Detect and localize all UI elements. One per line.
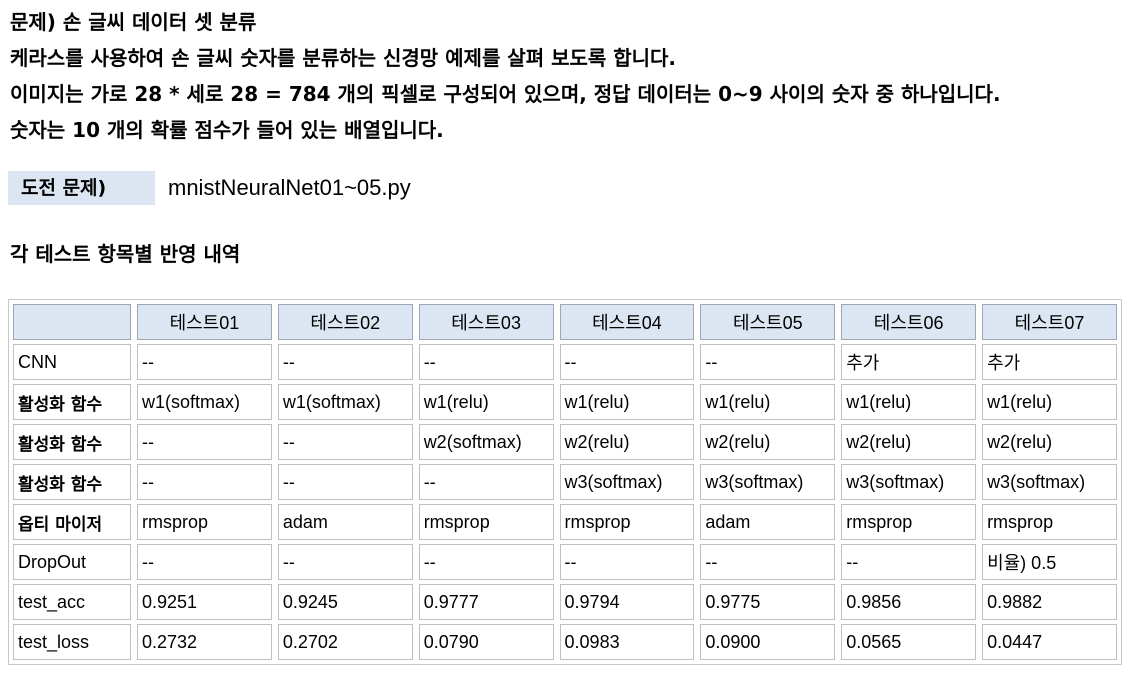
- table-cell: rmsprop: [418, 504, 554, 540]
- table-cell: 0.9251: [137, 584, 272, 620]
- column-header: 테스트05: [700, 304, 836, 340]
- table-cell: adam: [277, 504, 413, 540]
- challenge-filename: mnistNeuralNet01~05.py: [168, 175, 411, 200]
- table-cell: 0.0900: [700, 624, 836, 660]
- table-row: DropOut -- -- -- -- -- -- 비율) 0.5: [13, 544, 1117, 580]
- table-cell: 0.2702: [277, 624, 413, 660]
- challenge-label: 도전 문제): [8, 171, 155, 205]
- table-row: CNN -- -- -- -- -- 추가 추가: [13, 344, 1117, 380]
- table-cell: --: [277, 344, 413, 380]
- table-cell: rmsprop: [559, 504, 695, 540]
- table-cell: w2(relu): [700, 424, 836, 460]
- table-row: test_loss 0.2732 0.2702 0.0790 0.0983 0.…: [13, 624, 1117, 660]
- table-cell: --: [559, 544, 695, 580]
- column-header: 테스트01: [137, 304, 272, 340]
- table-cell: rmsprop: [137, 504, 272, 540]
- table-cell: 0.9882: [982, 584, 1117, 620]
- table-cell: --: [277, 424, 413, 460]
- table-cell: 추가: [841, 344, 977, 380]
- table-cell: 0.0565: [841, 624, 977, 660]
- table-cell: --: [418, 464, 554, 500]
- table-cell: --: [559, 344, 695, 380]
- table-cell: rmsprop: [982, 504, 1117, 540]
- test-results-table: 테스트01 테스트02 테스트03 테스트04 테스트05 테스트06 테스트0…: [7, 300, 1123, 664]
- table-cell: --: [137, 344, 272, 380]
- table-cell: --: [418, 344, 554, 380]
- row-label: 옵티 마이저: [13, 504, 131, 540]
- table-row: 옵티 마이저 rmsprop adam rmsprop rmsprop adam…: [13, 504, 1117, 540]
- column-header: 테스트03: [418, 304, 554, 340]
- table-cell: 0.0983: [559, 624, 695, 660]
- table-cell: 0.9777: [418, 584, 554, 620]
- table-cell: w1(softmax): [137, 384, 272, 420]
- table-cell: w2(relu): [559, 424, 695, 460]
- table-corner-cell: [13, 304, 131, 340]
- table-cell: 0.0447: [982, 624, 1117, 660]
- table-cell: --: [137, 424, 272, 460]
- table-cell: 0.9794: [559, 584, 695, 620]
- column-header: 테스트06: [841, 304, 977, 340]
- table-cell: --: [137, 544, 272, 580]
- table-cell: 추가: [982, 344, 1117, 380]
- table-cell: 0.9245: [277, 584, 413, 620]
- table-cell: w1(softmax): [277, 384, 413, 420]
- table-row: 활성화 함수 -- -- -- w3(softmax) w3(softmax) …: [13, 464, 1117, 500]
- table-cell: --: [700, 344, 836, 380]
- table-cell: w1(relu): [982, 384, 1117, 420]
- column-header: 테스트02: [277, 304, 413, 340]
- intro-line-array: 숫자는 10 개의 확률 점수가 들어 있는 배열입니다.: [10, 118, 444, 142]
- table-cell: w2(relu): [841, 424, 977, 460]
- table-cell: w1(relu): [841, 384, 977, 420]
- challenge-row: 도전 문제) mnistNeuralNet01~05.py: [8, 171, 411, 205]
- row-label: test_loss: [13, 624, 131, 660]
- table-cell: --: [137, 464, 272, 500]
- table-cell: w2(softmax): [418, 424, 554, 460]
- table-cell: w3(softmax): [559, 464, 695, 500]
- column-header: 테스트07: [982, 304, 1117, 340]
- row-label: 활성화 함수: [13, 464, 131, 500]
- problem-title: 문제) 손 글씨 데이터 셋 분류: [10, 10, 257, 34]
- table-cell: adam: [700, 504, 836, 540]
- table-row: test_acc 0.9251 0.9245 0.9777 0.9794 0.9…: [13, 584, 1117, 620]
- table-row: 활성화 함수 -- -- w2(softmax) w2(relu) w2(rel…: [13, 424, 1117, 460]
- table-cell: 0.0790: [418, 624, 554, 660]
- intro-line-image: 이미지는 가로 28 * 세로 28 = 784 개의 픽셀로 구성되어 있으며…: [10, 82, 1001, 106]
- table-cell: --: [277, 544, 413, 580]
- row-label: DropOut: [13, 544, 131, 580]
- table-cell: rmsprop: [841, 504, 977, 540]
- table-cell: --: [418, 544, 554, 580]
- table-row: 활성화 함수 w1(softmax) w1(softmax) w1(relu) …: [13, 384, 1117, 420]
- table-cell: 비율) 0.5: [982, 544, 1117, 580]
- table-cell: --: [841, 544, 977, 580]
- table-cell: w1(relu): [418, 384, 554, 420]
- row-label: CNN: [13, 344, 131, 380]
- table-cell: --: [700, 544, 836, 580]
- row-label: 활성화 함수: [13, 384, 131, 420]
- table-cell: w3(softmax): [841, 464, 977, 500]
- table-cell: w3(softmax): [982, 464, 1117, 500]
- row-label: test_acc: [13, 584, 131, 620]
- table-cell: --: [277, 464, 413, 500]
- table-header-row: 테스트01 테스트02 테스트03 테스트04 테스트05 테스트06 테스트0…: [13, 304, 1117, 340]
- table-cell: 0.2732: [137, 624, 272, 660]
- table-cell: w1(relu): [559, 384, 695, 420]
- table-cell: w3(softmax): [700, 464, 836, 500]
- section-heading: 각 테스트 항목별 반영 내역: [10, 242, 241, 266]
- table-cell: w1(relu): [700, 384, 836, 420]
- table-cell: w2(relu): [982, 424, 1117, 460]
- table-cell: 0.9775: [700, 584, 836, 620]
- intro-line-keras: 케라스를 사용하여 손 글씨 숫자를 분류하는 신경망 예제를 살펴 보도록 합…: [10, 46, 677, 70]
- row-label: 활성화 함수: [13, 424, 131, 460]
- test-results-table-frame: 테스트01 테스트02 테스트03 테스트04 테스트05 테스트06 테스트0…: [8, 299, 1122, 665]
- intro-text: 문제) 손 글씨 데이터 셋 분류 케라스를 사용하여 손 글씨 숫자를 분류하…: [10, 4, 1120, 148]
- table-cell: 0.9856: [841, 584, 977, 620]
- column-header: 테스트04: [559, 304, 695, 340]
